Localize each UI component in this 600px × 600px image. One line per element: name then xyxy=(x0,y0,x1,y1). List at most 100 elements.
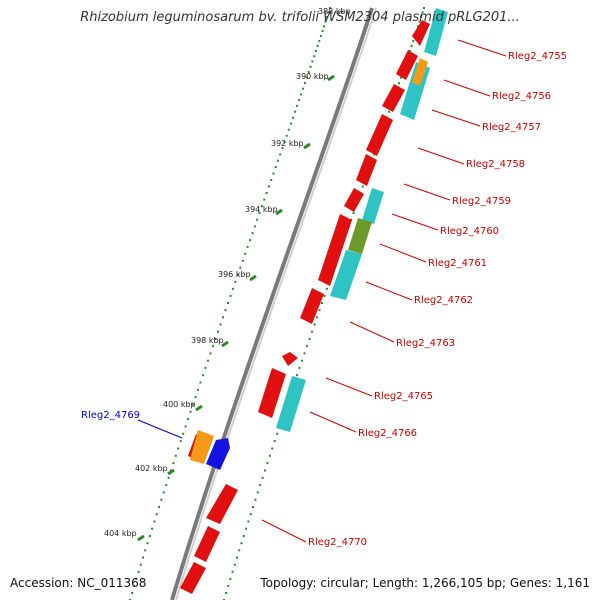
ring-dot xyxy=(179,440,182,443)
gene-label[interactable]: Rleg2_4755 xyxy=(508,51,567,62)
ring-dot xyxy=(214,337,217,340)
gene-feature[interactable] xyxy=(424,8,448,56)
gene-label[interactable]: Rleg2_4763 xyxy=(396,338,455,349)
ring-dot xyxy=(296,104,299,107)
ring-dot xyxy=(254,498,257,501)
ring-dot xyxy=(399,76,402,79)
gene-feature[interactable] xyxy=(344,188,364,212)
ring-dot xyxy=(271,447,274,450)
gene-feature[interactable] xyxy=(348,218,372,254)
ring-dot xyxy=(139,563,142,566)
ring-dot xyxy=(267,185,270,188)
ring-dot xyxy=(146,542,149,545)
ring-dot xyxy=(219,323,222,326)
tick-label: 390 kbp xyxy=(296,72,329,81)
ring-dot xyxy=(301,359,303,362)
gene-feature[interactable] xyxy=(300,288,324,324)
gene-label[interactable]: Rleg2_4765 xyxy=(374,391,433,402)
ring-dot xyxy=(144,549,147,552)
ring-dot xyxy=(318,309,321,312)
gene-label[interactable]: Rleg2_4762 xyxy=(414,295,473,306)
gene-label[interactable]: Rleg2_4769 xyxy=(81,410,140,421)
ring-dot xyxy=(160,498,163,501)
ring-dot xyxy=(398,82,400,85)
gene-feature[interactable] xyxy=(366,114,393,156)
gene-feature[interactable] xyxy=(396,50,418,80)
gene-feature[interactable] xyxy=(190,430,214,464)
gene-feature[interactable] xyxy=(412,20,430,46)
gene-feature[interactable] xyxy=(412,58,428,86)
ring-dot xyxy=(309,65,312,68)
ring-dot xyxy=(244,252,247,255)
ring-dot xyxy=(252,506,254,508)
ring-dot xyxy=(137,570,140,573)
genome-backbone-highlight xyxy=(175,7,377,600)
ring-dot xyxy=(327,11,330,14)
ring-dot xyxy=(249,239,252,242)
ring-dot xyxy=(135,577,138,580)
ring-dot xyxy=(279,153,282,156)
gene-feature[interactable] xyxy=(356,154,377,186)
ring-dot xyxy=(272,172,275,175)
ring-dot xyxy=(324,20,327,23)
gene-label[interactable]: Rleg2_4760 xyxy=(440,226,499,237)
ring-dot xyxy=(408,50,411,52)
gene-label[interactable]: Rleg2_4759 xyxy=(452,196,511,207)
gene-label[interactable]: Rleg2_4766 xyxy=(358,428,417,439)
gene-feature[interactable] xyxy=(382,84,405,112)
ring-dot xyxy=(172,462,175,465)
gene-feature[interactable] xyxy=(206,438,230,470)
gene-feature[interactable] xyxy=(282,352,298,366)
gene-feature[interactable] xyxy=(258,368,286,418)
ring-dot xyxy=(285,134,288,137)
ring-dot xyxy=(153,520,156,523)
ring-dot xyxy=(287,128,290,131)
gene-label[interactable]: Rleg2_4756 xyxy=(492,91,551,102)
gene-feature[interactable] xyxy=(180,562,206,594)
gene-label[interactable]: Rleg2_4761 xyxy=(428,258,487,269)
accession-text: Accession: NC_011368 xyxy=(10,576,147,590)
ring-dot xyxy=(259,484,262,487)
tick-label: 396 kbp xyxy=(218,270,251,279)
ring-dot xyxy=(298,366,301,369)
ring-dot xyxy=(241,259,244,262)
ring-dot xyxy=(217,330,219,333)
gene-label[interactable]: Rleg2_4758 xyxy=(466,159,525,170)
ring-dot xyxy=(225,592,228,594)
gene-feature[interactable] xyxy=(362,188,384,224)
tick-label: 402 kbp xyxy=(135,464,168,473)
gene-feature[interactable] xyxy=(330,250,362,300)
ring-dot xyxy=(298,99,301,102)
gene-feature[interactable] xyxy=(206,484,238,524)
ring-dot xyxy=(240,542,243,545)
ring-dot xyxy=(303,352,306,355)
ring-dot xyxy=(319,34,322,37)
ring-dot xyxy=(289,122,292,125)
gene-feature[interactable] xyxy=(318,214,352,286)
tick-label: 394 kbp xyxy=(245,205,278,214)
gene-feature[interactable] xyxy=(276,376,306,432)
gene-feature[interactable] xyxy=(194,526,220,562)
ring-dot xyxy=(420,16,423,18)
gene-features xyxy=(180,8,448,594)
ring-dot xyxy=(311,60,314,63)
ring-dot xyxy=(151,527,154,530)
ring-dot xyxy=(184,425,187,428)
ring-dot xyxy=(300,93,303,96)
ring-dot xyxy=(231,287,234,290)
ring-dot xyxy=(256,491,259,494)
ring-dot xyxy=(323,294,326,297)
gene-label[interactable]: Rleg2_4770 xyxy=(308,537,367,548)
ring-dot xyxy=(187,418,190,421)
dotted-rings xyxy=(129,7,425,600)
ring-dot xyxy=(167,476,170,479)
ring-dot xyxy=(249,513,252,516)
ring-dot xyxy=(204,366,207,369)
tick-label: 388 kbp xyxy=(318,7,351,16)
gene-label[interactable]: Rleg2_4757 xyxy=(482,122,541,133)
ring-dot xyxy=(313,55,316,58)
ring-dot xyxy=(261,476,264,479)
ring-dot xyxy=(266,462,269,465)
ring-dot xyxy=(155,513,158,516)
ring-dot xyxy=(131,592,134,594)
